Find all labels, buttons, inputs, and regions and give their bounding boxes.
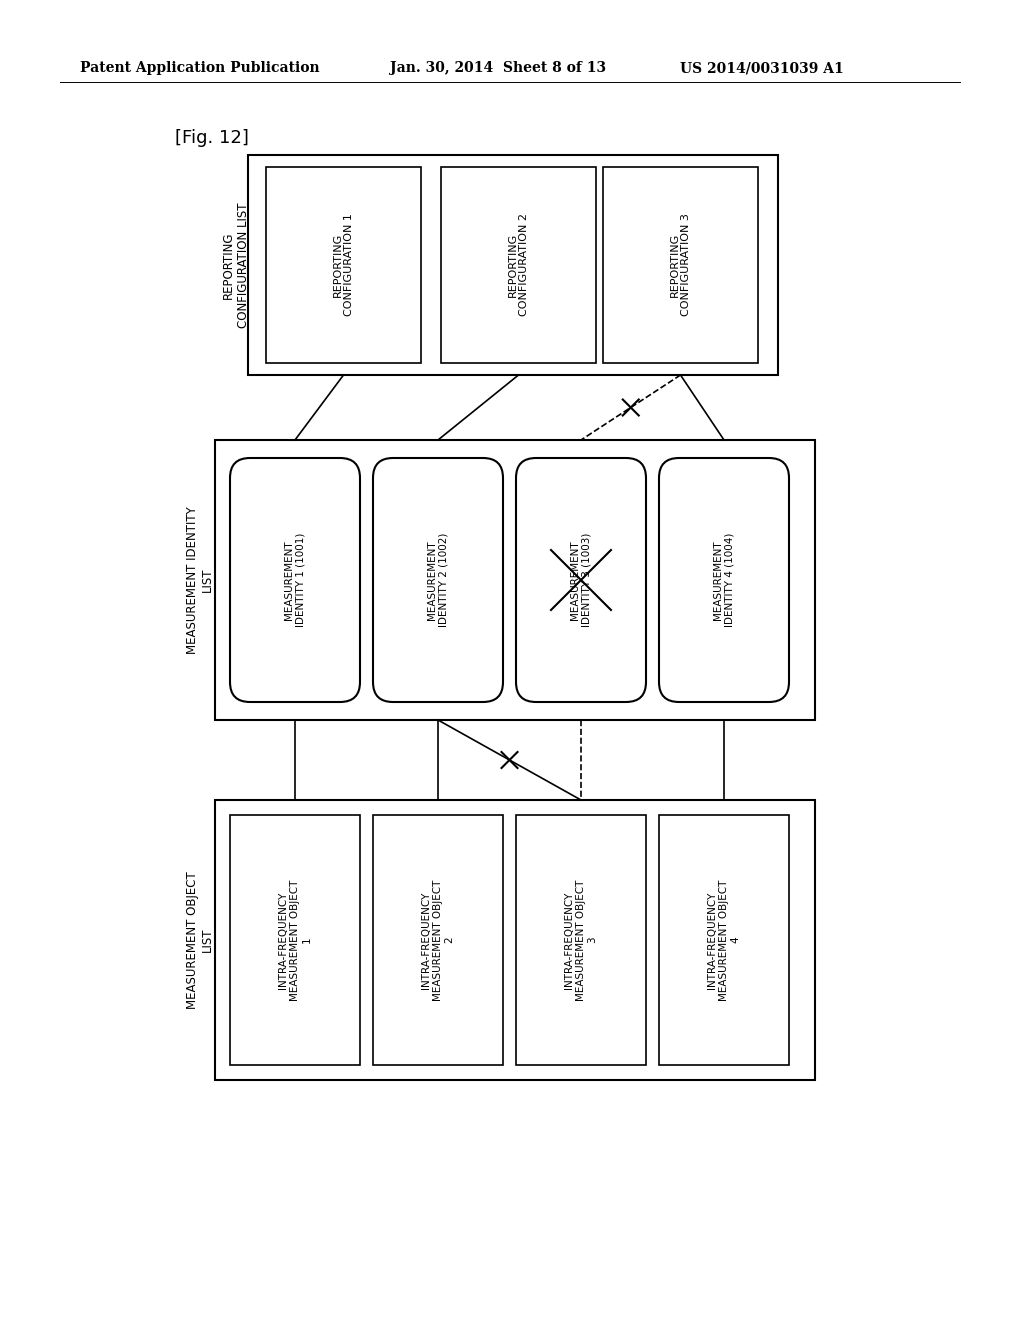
Text: INTRA-FREQUENCY
MEASUREMENT OBJECT
1: INTRA-FREQUENCY MEASUREMENT OBJECT 1 (279, 879, 311, 1001)
Text: REPORTING
CONFIGURATION 3: REPORTING CONFIGURATION 3 (670, 214, 691, 317)
Text: Patent Application Publication: Patent Application Publication (80, 61, 319, 75)
Bar (441, 168, 596, 363)
Text: Jan. 30, 2014  Sheet 8 of 13: Jan. 30, 2014 Sheet 8 of 13 (390, 61, 606, 75)
Text: REPORTING
CONFIGURATION 1: REPORTING CONFIGURATION 1 (333, 214, 354, 317)
Text: [Fig. 12]: [Fig. 12] (175, 129, 249, 147)
Text: REPORTING
CONFIGURATION LIST: REPORTING CONFIGURATION LIST (222, 202, 250, 327)
Bar (215, 800, 815, 1080)
Text: MEASUREMENT
IDENTITY 1 (1001): MEASUREMENT IDENTITY 1 (1001) (285, 533, 306, 627)
Text: MEASUREMENT IDENTITY
LIST: MEASUREMENT IDENTITY LIST (186, 506, 214, 653)
FancyBboxPatch shape (373, 458, 503, 702)
Text: INTRA-FREQUENCY
MEASUREMENT OBJECT
4: INTRA-FREQUENCY MEASUREMENT OBJECT 4 (708, 879, 740, 1001)
Text: INTRA-FREQUENCY
MEASUREMENT OBJECT
3: INTRA-FREQUENCY MEASUREMENT OBJECT 3 (564, 879, 598, 1001)
Text: MEASUREMENT
IDENTITY 3 (1003): MEASUREMENT IDENTITY 3 (1003) (570, 533, 592, 627)
Bar (659, 814, 790, 1065)
Text: INTRA-FREQUENCY
MEASUREMENT OBJECT
2: INTRA-FREQUENCY MEASUREMENT OBJECT 2 (422, 879, 455, 1001)
FancyBboxPatch shape (230, 458, 360, 702)
FancyBboxPatch shape (516, 458, 646, 702)
Bar (373, 814, 503, 1065)
Bar (248, 154, 778, 375)
Bar (230, 814, 360, 1065)
Bar (215, 440, 815, 719)
Bar (266, 168, 421, 363)
Text: MEASUREMENT
IDENTITY 2 (1002): MEASUREMENT IDENTITY 2 (1002) (427, 533, 449, 627)
Text: MEASUREMENT OBJECT
LIST: MEASUREMENT OBJECT LIST (186, 871, 214, 1008)
FancyBboxPatch shape (659, 458, 790, 702)
Text: REPORTING
CONFIGURATION 2: REPORTING CONFIGURATION 2 (508, 214, 529, 317)
Text: MEASUREMENT
IDENTITY 4 (1004): MEASUREMENT IDENTITY 4 (1004) (713, 533, 735, 627)
Text: US 2014/0031039 A1: US 2014/0031039 A1 (680, 61, 844, 75)
Bar (603, 168, 758, 363)
Bar (516, 814, 646, 1065)
